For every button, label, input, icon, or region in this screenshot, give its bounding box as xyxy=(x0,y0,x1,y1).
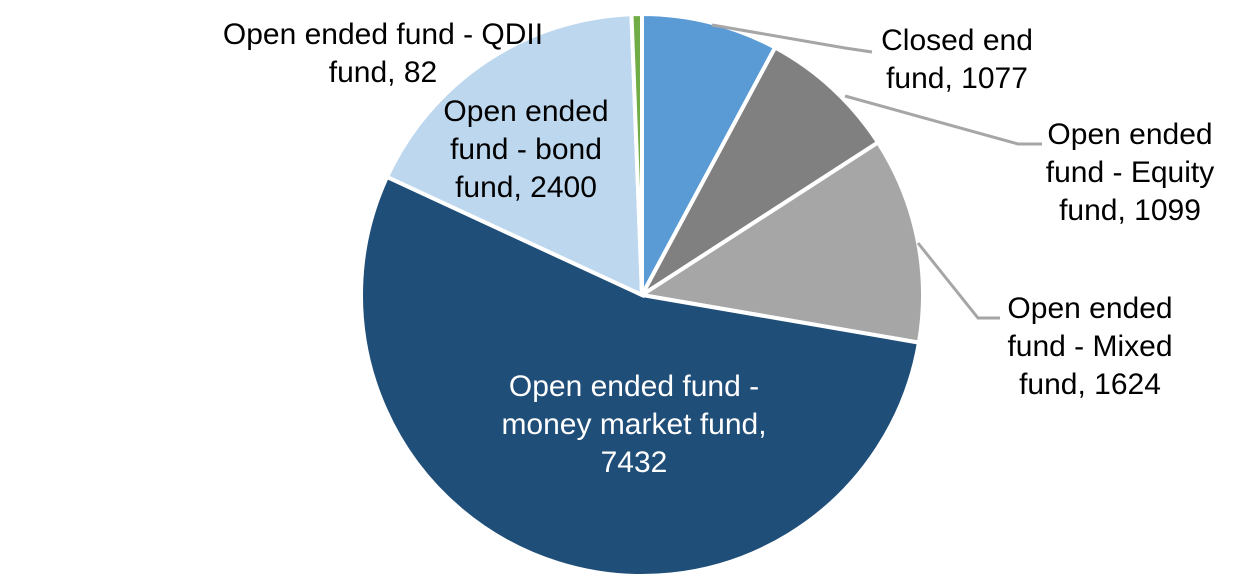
pie-slice-equity-fund xyxy=(640,44,881,297)
leader-line-mixed-fund xyxy=(916,242,1000,320)
pie-slice-bond-fund xyxy=(384,12,645,299)
pie-slice-mixed-fund xyxy=(636,139,925,345)
leader-line-equity-fund xyxy=(844,94,1042,146)
leader-line-closed-end-fund xyxy=(711,23,873,54)
pie-slice-money-market-fund xyxy=(359,174,922,578)
pie-slice-closed-end-fund xyxy=(640,11,778,296)
pie-slice-qdii-fund xyxy=(629,11,644,296)
